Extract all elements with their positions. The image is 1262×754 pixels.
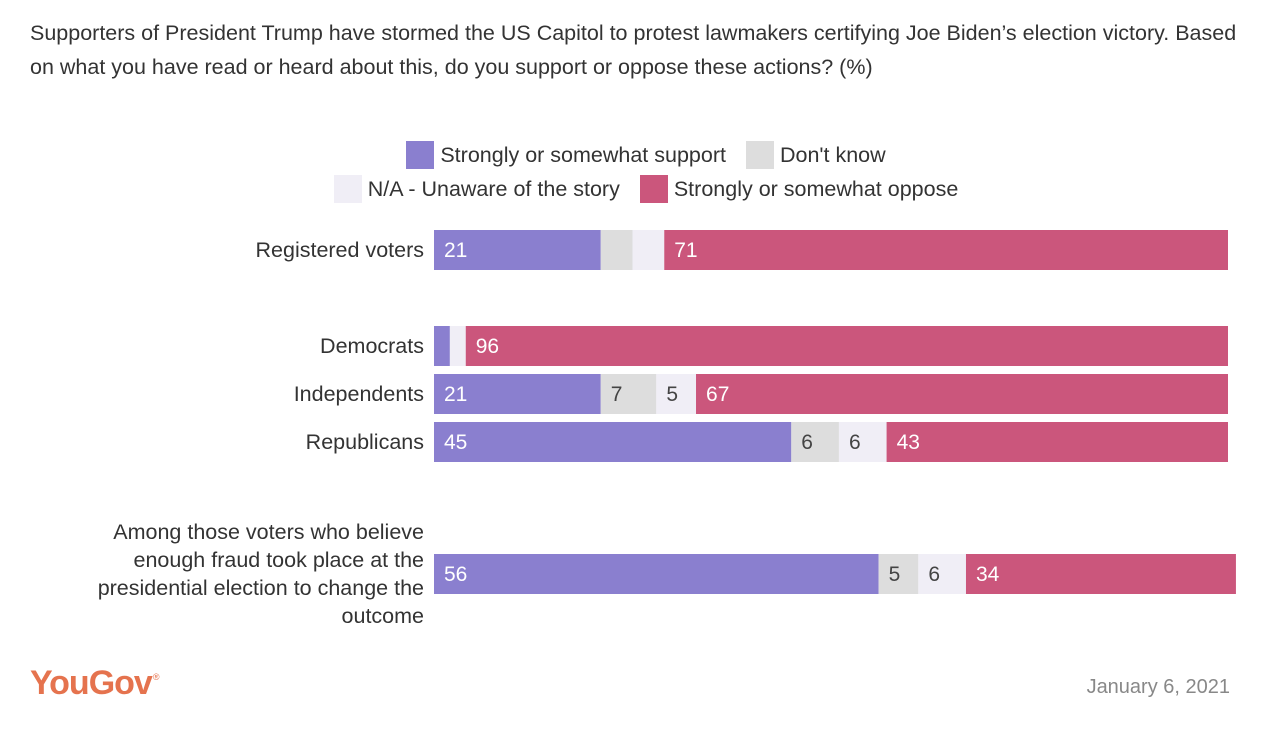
legend-swatch (639, 175, 668, 203)
legend-row: Strongly or somewhat support Don't know (30, 138, 1262, 172)
bar-segment-n-a-unaware-of-the-story (449, 326, 466, 366)
bar-row-among-those-voters-who-believe-enough-fr: Among those voters who believe enough fra… (98, 520, 1236, 628)
data-label: 6 (801, 431, 813, 454)
chart-title: Supporters of President Trump have storm… (30, 21, 1237, 79)
data-label: 71 (674, 239, 697, 262)
bar-segment-strongly-or-somewhat-oppose (965, 554, 1236, 594)
data-label: 6 (928, 563, 940, 586)
bar-row-independents: Independents 21 7 5 67 (294, 374, 1228, 414)
data-label: 21 (444, 239, 467, 262)
data-label: 34 (976, 563, 1000, 586)
legend-item-strongly-or-somewhat-oppose: Strongly or somewhat oppose (639, 175, 959, 203)
data-label: 6 (849, 431, 861, 454)
bar-segment-strongly-or-somewhat-support (434, 230, 601, 270)
bar-segment-don-t-know (878, 554, 919, 594)
bar-segment-strongly-or-somewhat-oppose (465, 326, 1228, 366)
bar-segment-strongly-or-somewhat-support (434, 326, 450, 366)
legend-swatch (745, 141, 774, 169)
bar-segment-n-a-unaware-of-the-story (918, 554, 966, 594)
legend-swatch (333, 175, 362, 203)
bar-segment-don-t-know (600, 374, 657, 414)
bar-row-democrats: Democrats 96 (320, 326, 1228, 366)
category-label: Among those voters who believe enough fra… (98, 520, 424, 628)
data-label: 5 (666, 383, 678, 406)
data-label: 56 (444, 563, 467, 586)
data-label: 67 (706, 383, 729, 406)
bar-segment-strongly-or-somewhat-oppose (886, 422, 1228, 462)
bar-segment-strongly-or-somewhat-support (434, 422, 792, 462)
legend-label: Strongly or somewhat oppose (673, 176, 959, 201)
legend-item-strongly-or-somewhat-support: Strongly or somewhat support (406, 141, 726, 169)
bar-segment-strongly-or-somewhat-support (434, 554, 879, 594)
category-label: Democrats (320, 334, 424, 358)
data-label: 43 (897, 431, 920, 454)
bar-row-republicans: Republicans 45 6 6 43 (306, 422, 1228, 462)
legend-label: Strongly or somewhat support (440, 142, 726, 167)
yougov-logo: YouGov® (30, 664, 159, 702)
legend: Strongly or somewhat support Don't know N/… (0, 138, 1262, 206)
bar-segment-strongly-or-somewhat-support (434, 374, 601, 414)
bar-segment-strongly-or-somewhat-oppose (696, 374, 1228, 414)
data-label: 45 (444, 431, 467, 454)
legend-item-don-t-know: Don't know (745, 141, 886, 169)
data-label: 21 (444, 383, 467, 406)
bar-segment-don-t-know (600, 230, 633, 270)
data-label: 7 (611, 383, 623, 406)
legend-item-n-a-unaware-of-the-story: N/A - Unaware of the story (333, 175, 620, 203)
legend-row: N/A - Unaware of the story Strongly or so… (30, 172, 1262, 206)
legend-label: Don't know (779, 142, 886, 167)
publication-date: January 6, 2021 (1086, 676, 1230, 698)
bar-segment-strongly-or-somewhat-oppose (664, 230, 1228, 270)
bar-segment-n-a-unaware-of-the-story (656, 374, 697, 414)
bar-segment-don-t-know (791, 422, 839, 462)
category-label: Independents (294, 382, 424, 406)
bar-segment-n-a-unaware-of-the-story (838, 422, 887, 462)
legend-swatch (406, 141, 435, 169)
yougov-logo-text: YouGov (30, 664, 153, 702)
data-label: 96 (476, 335, 499, 358)
legend-label: N/A - Unaware of the story (367, 176, 620, 201)
data-label: 5 (889, 563, 901, 586)
bar-row-registered-voters: Registered voters 21 71 (256, 230, 1228, 270)
category-label: Republicans (306, 430, 424, 454)
bar-segment-n-a-unaware-of-the-story (632, 230, 665, 270)
category-label: Registered voters (256, 238, 425, 262)
